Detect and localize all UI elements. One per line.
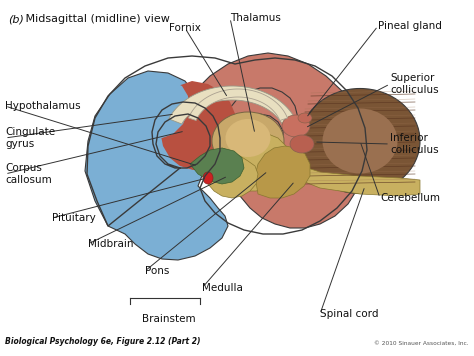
Polygon shape [190, 148, 244, 184]
Ellipse shape [298, 113, 312, 123]
Text: Inferior
colliculus: Inferior colliculus [390, 133, 438, 155]
Text: Hypothalamus: Hypothalamus [5, 101, 81, 111]
Text: Biological Psychology 6e, Figure 2.12 (Part 2): Biological Psychology 6e, Figure 2.12 (P… [5, 337, 201, 346]
Text: Spinal cord: Spinal cord [320, 309, 379, 319]
Polygon shape [169, 86, 295, 124]
Ellipse shape [322, 109, 398, 173]
Text: (b): (b) [8, 14, 24, 24]
Text: Superior
colliculus: Superior colliculus [390, 73, 438, 95]
Ellipse shape [203, 172, 213, 184]
Ellipse shape [300, 89, 420, 194]
Ellipse shape [212, 112, 284, 170]
Text: Midbrain: Midbrain [88, 239, 134, 249]
Polygon shape [189, 89, 287, 120]
Polygon shape [255, 146, 310, 198]
Text: Pons: Pons [145, 266, 169, 276]
Polygon shape [220, 134, 288, 191]
Text: Corpus
callosum: Corpus callosum [5, 163, 52, 185]
Text: Fornix: Fornix [169, 23, 201, 33]
Text: Pituitary: Pituitary [52, 213, 96, 223]
Text: Brainstem: Brainstem [142, 314, 196, 324]
Text: Pineal gland: Pineal gland [378, 21, 442, 31]
Text: Thalamus: Thalamus [230, 13, 281, 23]
Text: Medulla: Medulla [202, 283, 243, 293]
Polygon shape [206, 148, 258, 198]
Polygon shape [195, 53, 366, 228]
Polygon shape [140, 81, 188, 138]
Text: Cerebellum: Cerebellum [380, 193, 440, 203]
Ellipse shape [282, 115, 310, 137]
Text: Cingulate
gyrus: Cingulate gyrus [5, 127, 55, 149]
Polygon shape [85, 71, 228, 260]
Polygon shape [295, 164, 420, 196]
Polygon shape [160, 81, 238, 170]
Text: © 2010 Sinauer Associates, Inc.: © 2010 Sinauer Associates, Inc. [374, 341, 469, 346]
Ellipse shape [226, 119, 271, 157]
Text: Midsagittal (midline) view: Midsagittal (midline) view [22, 14, 170, 24]
Ellipse shape [290, 135, 314, 153]
